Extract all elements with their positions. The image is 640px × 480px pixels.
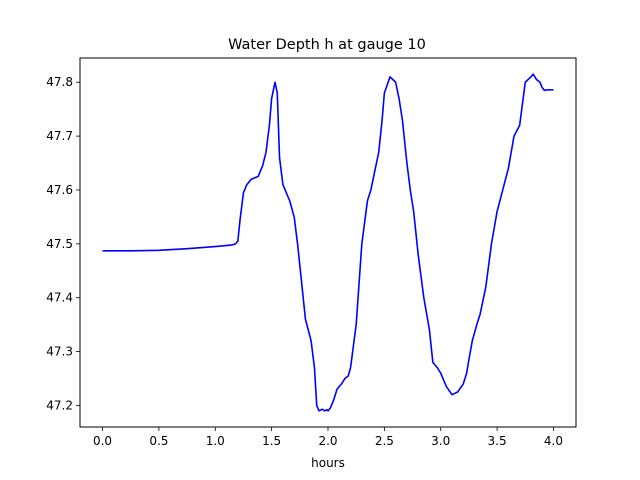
y-tick-label: 47.3: [46, 345, 73, 359]
x-axis-label: hours: [311, 456, 345, 470]
y-tick-label: 47.7: [46, 129, 73, 143]
x-tick-label: 3.0: [431, 434, 450, 448]
x-tick-label: 2.0: [318, 434, 337, 448]
plot-area: [102, 73, 554, 412]
y-tick-label: 47.5: [46, 237, 73, 251]
x-tick-label: 0.5: [149, 434, 168, 448]
series-line-0: [102, 73, 554, 412]
x-tick-label: 1.5: [262, 434, 281, 448]
y-axis: 47.2 47.3 47.4 47.5 47.6 47.7 47.8: [46, 75, 80, 412]
y-tick-label: 47.2: [46, 398, 73, 412]
x-tick-label: 1.0: [206, 434, 225, 448]
chart-title: Water Depth h at gauge 10: [228, 37, 426, 53]
x-tick-label: 0.0: [93, 434, 112, 448]
x-tick-label: 2.5: [375, 434, 394, 448]
x-tick-label: 4.0: [544, 434, 563, 448]
y-tick-label: 47.4: [46, 291, 73, 305]
x-tick-label: 3.5: [488, 434, 507, 448]
y-tick-label: 47.6: [46, 183, 73, 197]
x-axis: 0.0 0.5 1.0 1.5 2.0 2.5 3.0 3.5 4.0: [93, 427, 563, 448]
y-tick-label: 47.8: [46, 75, 73, 89]
